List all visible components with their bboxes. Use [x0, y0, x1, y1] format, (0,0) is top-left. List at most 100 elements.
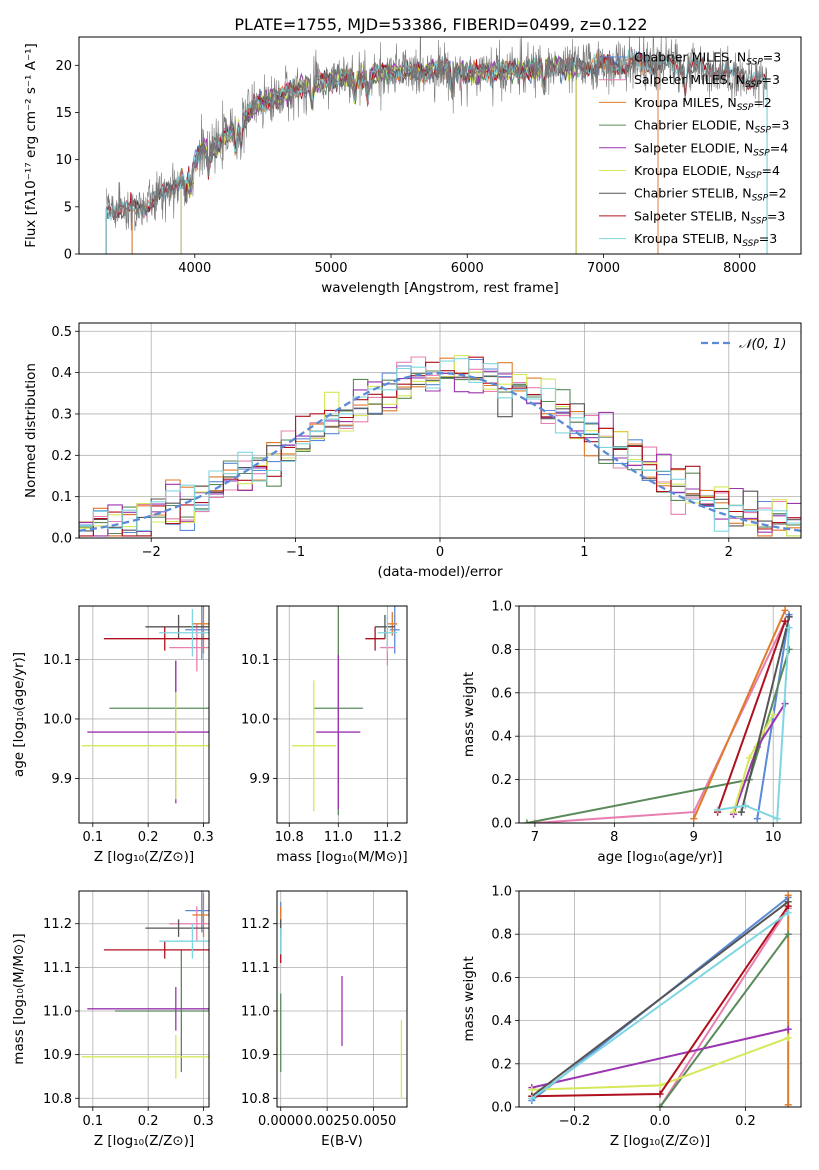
x-tick-label: −1 — [286, 545, 305, 560]
weight-line-salpeter-miles — [659, 907, 790, 1107]
y-tick-label: 15 — [55, 106, 72, 121]
x-tick-label: 10 — [765, 830, 782, 845]
x-tick-label: 0 — [436, 545, 444, 560]
x-tick-label: 4000 — [178, 261, 211, 276]
y-tick-label: 0.4 — [51, 366, 72, 381]
axes-frame — [78, 605, 210, 824]
axes-frame — [78, 36, 802, 255]
x-axis-label: E(B-V) — [321, 1133, 363, 1149]
y-tick-label: 10.1 — [43, 653, 72, 668]
x-tick-label: 0.3 — [193, 1114, 214, 1129]
y-tick-label: 0.4 — [491, 730, 512, 745]
x-axis-label: age [log₁₀(age/yr)] — [597, 849, 722, 865]
normal-reference-curve — [79, 371, 801, 532]
x-tick-label: 7 — [531, 830, 539, 845]
y-tick-label: 0.6 — [491, 686, 512, 701]
axes-frame — [276, 605, 408, 824]
x-tick-label: 10.8 — [275, 830, 304, 845]
y-axis-label: mass weight — [461, 956, 477, 1041]
x-tick-label: −0.2 — [559, 1114, 591, 1129]
weight-line-kroupa-stelib — [717, 627, 791, 821]
age-weight-chart: 7 8 9 10 0.0 0.2 0.4 0.6 0.8 1.0 age [log₁₀(age/yr… — [461, 600, 802, 865]
y-tick-label: 0.0 — [51, 532, 72, 547]
y-tick-label: 0 — [64, 248, 72, 263]
weight-line-kroupa-stelib — [531, 911, 789, 1100]
x-tick-label: 8000 — [723, 261, 756, 276]
y-tick-label: 10.0 — [43, 712, 72, 727]
x-tick-label: 2 — [725, 545, 733, 560]
y-tick-label: 20 — [55, 59, 72, 74]
y-tick-label: 0.2 — [51, 449, 72, 464]
histogram-kroupa-stelib — [79, 358, 801, 538]
y-tick-label: 0.2 — [491, 1057, 512, 1072]
x-tick-label: 0.1 — [82, 830, 103, 845]
y-tick-label: 0.1 — [51, 490, 72, 505]
z-mass-chart: 0.1 0.2 0.3 10.8 10.9 11.0 11.1 11.2 Z [log₁₀(Z/… — [11, 890, 214, 1149]
weight-line-salpeter-miles — [534, 620, 787, 823]
plot-area — [528, 891, 792, 1107]
y-axis-label: mass [log₁₀(M/M⊙)] — [11, 933, 27, 1064]
y-tick-label: 10.9 — [241, 1048, 270, 1063]
residuals-chart: −2 −1 0 1 2 0.0 0.1 0.2 0.3 0.4 0.5 (data-model)/er… — [23, 322, 802, 580]
spectrum-chart: 4000 5000 6000 7000 8000 0 5 10 15 20 wavelength [… — [23, 36, 802, 296]
y-tick-label: 0.2 — [491, 773, 512, 788]
x-axis-label: Z [log₁₀(Z/Z⊙)] — [94, 849, 194, 865]
y-tick-label: 0.6 — [491, 971, 512, 986]
mass-age-chart: 10.8 11.0 11.2 9.9 10.0 10.1 mass [log₁₀(M/M⊙)… — [241, 605, 408, 865]
y-tick-label: 0.4 — [491, 1014, 512, 1029]
weight-line-salpeter-stelib — [716, 620, 787, 813]
x-tick-label: 1 — [580, 545, 588, 560]
plot-area — [81, 606, 209, 804]
x-tick-label: 11.0 — [324, 830, 353, 845]
x-tick-label: 0.0 — [650, 1114, 671, 1129]
x-tick-label: 0.0025 — [304, 1114, 350, 1129]
x-axis-label: wavelength [Angstrom, rest frame] — [321, 280, 559, 296]
x-axis-label: mass [log₁₀(M/M⊙)] — [276, 849, 407, 865]
y-tick-label: 0.0 — [491, 817, 512, 832]
y-tick-label: 9.9 — [51, 772, 72, 787]
y-tick-label: 0.8 — [491, 643, 512, 658]
x-tick-label: 8 — [610, 830, 618, 845]
y-tick-label: 11.2 — [241, 917, 270, 932]
plot-area — [79, 355, 801, 538]
x-tick-label: 9 — [690, 830, 698, 845]
legend-entry: Kroupa MILES, NSSP=2 — [634, 95, 772, 113]
legend-entry: Salpeter STELIB, NSSP=3 — [634, 208, 785, 226]
y-tick-label: 11.1 — [241, 961, 270, 976]
y-tick-label: 10.0 — [241, 712, 270, 727]
y-tick-label: 10.8 — [43, 1092, 72, 1107]
axes-frame — [78, 890, 210, 1108]
y-axis-label: mass weight — [461, 672, 477, 757]
y-tick-label: 11.0 — [241, 1005, 270, 1020]
y-axis-label: age [log₁₀(age/yr)] — [11, 652, 27, 777]
x-tick-label: 0.1 — [82, 1114, 103, 1129]
y-axis-label: Flux [fλ10⁻¹⁷ erg cm⁻² s⁻¹ A⁻¹] — [23, 43, 39, 248]
weight-line-kroupa-miles — [692, 609, 787, 820]
x-axis-label: Z [log₁₀(Z/Z⊙)] — [94, 1133, 194, 1149]
legend-entry: Salpeter ELODIE, NSSP=4 — [634, 140, 788, 158]
figure-title: PLATE=1755, MJD=53386, FIBERID=0499, z=0… — [234, 15, 647, 34]
y-tick-label: 0.3 — [51, 407, 72, 422]
x-tick-label: 0.3 — [193, 830, 214, 845]
plot-area — [81, 891, 209, 1079]
x-tick-label: 0.2 — [735, 1114, 756, 1129]
x-tick-label: 7000 — [587, 261, 620, 276]
data-spectrum — [105, 37, 767, 231]
y-tick-label: 0.8 — [491, 928, 512, 943]
legend-entry: Kroupa ELODIE, NSSP=4 — [634, 163, 780, 181]
legend-entry: Chabrier STELIB, NSSP=2 — [634, 186, 787, 204]
x-tick-label: 0.2 — [138, 830, 159, 845]
z-weight-chart: −0.2 0.0 0.2 0.0 0.2 0.4 0.6 0.8 1.0 Z [log₁₀(Z/Z… — [461, 885, 802, 1149]
y-tick-label: 10 — [55, 153, 72, 168]
plot-area — [105, 37, 768, 254]
plot-area — [280, 901, 403, 1099]
z-age-chart: 0.1 0.2 0.3 9.9 10.0 10.1 Z [log₁₀(Z/Z⊙)] age [… — [11, 605, 214, 865]
y-tick-label: 1.0 — [491, 885, 512, 900]
x-tick-label: 0.0000 — [258, 1114, 304, 1129]
legend-entry: Chabrier MILES, NSSP=3 — [634, 50, 781, 68]
x-tick-label: 11.2 — [373, 830, 402, 845]
plot-area — [523, 606, 793, 823]
y-tick-label: 1.0 — [491, 600, 512, 615]
x-tick-label: −2 — [142, 545, 161, 560]
